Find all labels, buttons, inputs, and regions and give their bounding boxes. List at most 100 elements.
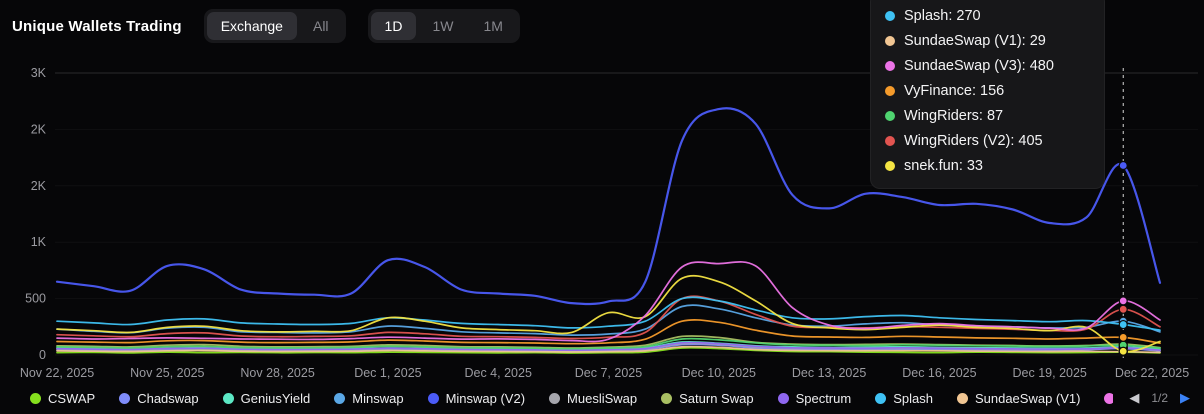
legend-color-dot	[427, 392, 439, 404]
series-line-snek-fun	[56, 274, 1161, 353]
legend-item-label: Minswap (V2)	[445, 390, 526, 406]
legend-color-dot	[777, 392, 789, 404]
legend-item-spectrum[interactable]: Spectrum	[777, 391, 851, 406]
tooltip-row-text: VyFinance: 156	[904, 82, 1005, 99]
x-axis-label: Nov 25, 2025	[130, 366, 204, 380]
x-axis-label: Dec 7, 2025	[575, 366, 642, 380]
series-color-dot	[885, 85, 895, 96]
range-toggle: 1D 1W 1M	[367, 9, 520, 43]
x-axis-label: Dec 10, 2025	[682, 366, 756, 380]
hover-dot-sundaeswap-v3	[1118, 296, 1128, 306]
hover-dot-snek-fun	[1118, 346, 1128, 356]
x-axis-label: Nov 22, 2025	[20, 366, 94, 380]
range-toggle-1w[interactable]: 1W	[418, 12, 467, 40]
x-axis-label: Dec 13, 2025	[792, 366, 866, 380]
page-title: Unique Wallets Trading	[12, 17, 182, 35]
legend-color-dot	[334, 392, 346, 404]
x-axis-label: Dec 16, 2025	[902, 366, 976, 380]
series-color-dot	[885, 110, 895, 121]
legend: CSWAP Chadswap GeniusYield Minswap Minswap (…	[0, 384, 1204, 414]
view-toggle: Exchange All	[203, 9, 346, 43]
legend-item-sundaeswap-v3[interactable]: SundaeSwap (V3)	[1104, 391, 1114, 406]
series-color-dot	[885, 35, 895, 46]
series-color-dot	[885, 135, 895, 146]
legend-page-indicator: 1/2	[1151, 391, 1168, 405]
legend-item-cswap[interactable]: CSWAP	[30, 391, 95, 406]
series-color-dot	[885, 160, 895, 171]
legend-item-label: MuesliSwap	[567, 390, 638, 406]
range-toggle-1d[interactable]: 1D	[370, 12, 417, 40]
legend-item-label: GeniusYield	[240, 390, 311, 406]
tooltip-row-wingriders: WingRiders: 87	[885, 103, 1090, 128]
tooltip-row-sundaeswap-v1: SundaeSwap (V1): 29	[885, 28, 1090, 53]
legend-items: CSWAP Chadswap GeniusYield Minswap Minswap (…	[30, 390, 1114, 406]
range-toggle-1m[interactable]: 1M	[469, 12, 516, 40]
tooltip-row-vyfinance: VyFinance: 156	[885, 78, 1090, 103]
y-axis-label: 2K	[31, 122, 47, 136]
legend-item-splash[interactable]: Splash	[875, 391, 933, 406]
series-color-dot	[885, 10, 895, 21]
legend-next-icon[interactable]: ▶	[1174, 389, 1196, 407]
series-color-dot	[885, 60, 895, 71]
legend-color-dot	[30, 392, 41, 404]
legend-item-saturn-swap[interactable]: Saturn Swap	[661, 390, 754, 406]
legend-item-label: CSWAP	[48, 390, 96, 406]
legend-item-label: Saturn Swap	[679, 390, 754, 406]
view-toggle-exchange[interactable]: Exchange	[206, 12, 297, 40]
view-toggle-all[interactable]: All	[299, 12, 343, 40]
x-axis-label: Dec 22, 2025	[1115, 366, 1189, 380]
tooltip-row-text: Splash: 270	[904, 7, 981, 24]
legend-color-dot	[875, 392, 887, 404]
y-axis-label: 2K	[31, 179, 47, 193]
tooltip-row-text: WingRiders (V2): 405	[904, 132, 1043, 149]
x-axis-label: Dec 4, 2025	[464, 366, 531, 380]
series-line-cswap	[56, 346, 1161, 354]
series-line-splash	[56, 296, 1161, 332]
series-line-spectrum	[56, 341, 1161, 351]
legend-color-dot	[222, 392, 234, 404]
legend-color-dot	[1104, 392, 1114, 404]
legend-item-geniusyield[interactable]: GeniusYield	[222, 390, 311, 406]
series-line-sundaeswap-v3	[56, 261, 1161, 343]
tooltip-row-snek-fun: snek.fun: 33	[885, 153, 1090, 178]
series-line-sundaeswap-v1	[56, 345, 1161, 354]
legend-item-muesliswap[interactable]: MuesliSwap	[549, 391, 637, 406]
x-axis-label: Nov 28, 2025	[240, 366, 314, 380]
legend-item-minswap-v2[interactable]: Minswap (V2)	[427, 390, 526, 406]
legend-item-sundaeswap-v1[interactable]: SundaeSwap (V1)	[956, 390, 1081, 406]
y-axis-label: 3K	[31, 66, 47, 80]
tooltip-row-text: WingRiders: 87	[904, 107, 1004, 124]
legend-color-dot	[956, 392, 968, 404]
legend-item-label: Splash	[893, 390, 933, 406]
hover-dot-splash	[1118, 319, 1128, 330]
y-axis-label: 0	[39, 348, 46, 362]
legend-color-dot	[119, 392, 131, 404]
y-axis-label: 500	[25, 292, 46, 306]
legend-item-chadswap[interactable]: Chadswap	[119, 390, 199, 406]
tooltip: Splash: 270 SundaeSwap (V1): 29 SundaeSwap…	[870, 0, 1105, 189]
hover-dot-wingriders-v2	[1118, 304, 1128, 314]
tooltip-row-text: snek.fun: 33	[904, 157, 983, 174]
series-line-wingriders-v2	[56, 295, 1161, 340]
hover-dot-minswap-v2	[1118, 160, 1128, 171]
legend-pagination: ◀ 1/2 ▶	[1113, 389, 1196, 407]
series-line-vyfinance	[56, 319, 1161, 345]
series-line-minswap-v2	[55, 107, 1162, 306]
tooltip-row-sundaeswap-v3: SundaeSwap (V3): 480	[885, 53, 1090, 78]
series-line-wingriders	[56, 337, 1161, 350]
legend-prev-icon[interactable]: ◀	[1123, 389, 1145, 407]
tooltip-row-wingriders-v2: WingRiders (V2): 405	[885, 128, 1090, 153]
chart-header: Unique Wallets Trading Exchange All 1D 1…	[12, 9, 520, 43]
legend-item-label: Minswap	[352, 390, 404, 406]
legend-color-dot	[661, 392, 673, 404]
tooltip-row-text: SundaeSwap (V3): 480	[904, 57, 1054, 74]
legend-color-dot	[549, 392, 561, 404]
y-axis-label: 1K	[31, 235, 47, 249]
legend-item-minswap[interactable]: Minswap	[334, 390, 404, 406]
legend-item-label: Chadswap	[137, 390, 199, 406]
legend-item-label: SundaeSwap (V1)	[974, 390, 1081, 406]
x-axis-label: Dec 19, 2025	[1013, 366, 1087, 380]
tooltip-row-splash: Splash: 270	[885, 3, 1090, 28]
tooltip-row-text: SundaeSwap (V1): 29	[904, 32, 1046, 49]
hover-dot-vyfinance	[1118, 332, 1128, 343]
